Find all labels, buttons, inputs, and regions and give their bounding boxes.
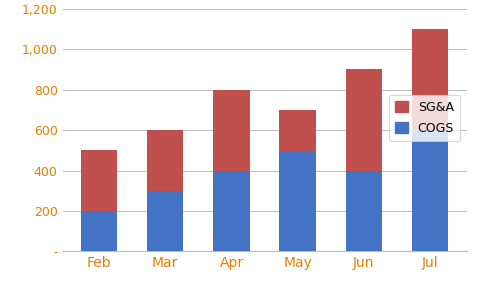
Bar — [411, 130, 447, 251]
Bar — [345, 69, 381, 171]
Bar — [279, 152, 315, 251]
Bar — [81, 211, 117, 251]
Bar — [147, 130, 183, 191]
Bar — [81, 150, 117, 211]
Bar — [213, 90, 249, 171]
Bar — [411, 29, 447, 130]
Legend: SG&A, COGS: SG&A, COGS — [388, 95, 459, 141]
Bar — [279, 110, 315, 152]
Bar — [213, 171, 249, 251]
Bar — [345, 171, 381, 251]
Bar — [147, 191, 183, 251]
